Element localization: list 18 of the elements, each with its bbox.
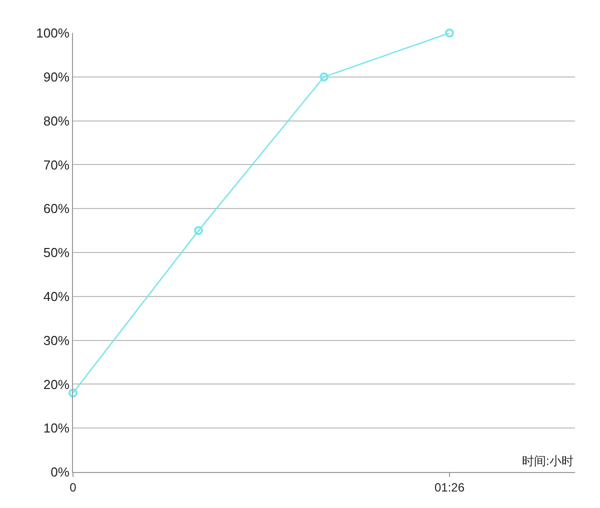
y-tick-label: 50%	[43, 245, 70, 260]
y-tick-label: 100%	[36, 26, 70, 41]
x-axis-title: 时间:小时	[522, 454, 574, 468]
y-tick-label: 20%	[43, 376, 70, 392]
y-tick-label: 0%	[50, 464, 70, 480]
point	[68, 388, 78, 398]
x-tick-label: 0	[70, 480, 77, 494]
y-tick-label: 70%	[43, 157, 70, 172]
point	[445, 28, 454, 38]
y-tick-label: 30%	[43, 332, 70, 348]
x-tick-label: 01:26	[434, 480, 465, 494]
point	[320, 72, 328, 82]
point	[194, 226, 203, 236]
y-tick-label: 90%	[43, 69, 70, 84]
y-tick-label: 40%	[43, 288, 70, 304]
y-tick-label: 60%	[43, 201, 70, 216]
y-tick-label: 10%	[43, 420, 70, 436]
y-tick-label: 80%	[43, 113, 70, 128]
